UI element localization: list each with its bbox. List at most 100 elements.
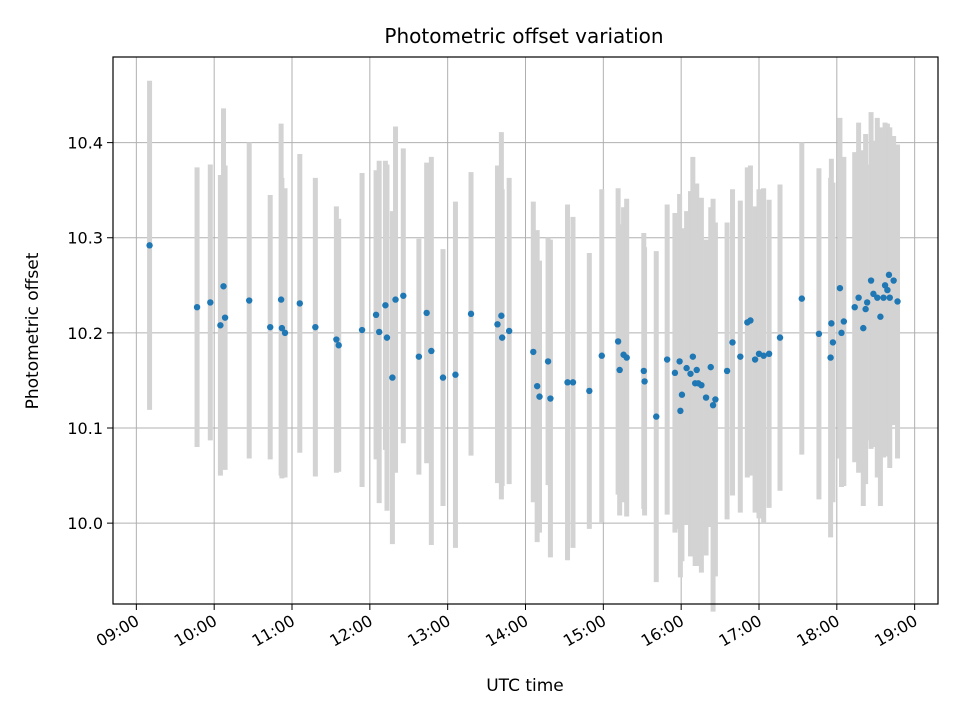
data-point (389, 374, 396, 381)
data-point (712, 396, 719, 403)
data-point (278, 324, 286, 332)
data-point (729, 339, 736, 346)
data-point (867, 277, 875, 284)
data-point (439, 374, 447, 381)
data-points (146, 242, 901, 420)
data-point (383, 334, 391, 341)
data-point (530, 348, 537, 356)
data-point (428, 347, 435, 355)
data-point (193, 303, 201, 311)
data-point (747, 317, 754, 324)
data-point (547, 395, 554, 402)
data-point (863, 299, 871, 306)
data-point (220, 283, 227, 290)
x-tick-label: 10:00 (171, 611, 220, 651)
error-bars (147, 80, 901, 612)
data-point (890, 277, 897, 284)
data-point (281, 329, 289, 337)
data-point (498, 312, 505, 319)
data-point (765, 350, 773, 358)
data-point (146, 242, 153, 249)
data-point (829, 339, 837, 346)
data-point (536, 393, 543, 400)
y-tick-label: 10.3 (67, 229, 103, 248)
y-tick-label: 10.2 (67, 324, 103, 343)
data-point (207, 299, 214, 306)
y-axis-label: Photometric offset (23, 252, 43, 409)
x-axis-label: UTC time (486, 676, 564, 696)
y-tick-label: 10.1 (67, 419, 103, 438)
data-point (677, 407, 684, 415)
data-point (840, 318, 848, 325)
y-tick-label: 10.4 (67, 134, 103, 153)
x-tick-label: 19:00 (871, 611, 920, 651)
data-point (693, 366, 700, 374)
data-point (838, 329, 845, 337)
data-point (623, 354, 630, 361)
data-point (676, 358, 683, 365)
data-point (267, 323, 274, 331)
data-point (358, 326, 366, 334)
data-point (881, 282, 889, 289)
data-point (884, 286, 891, 294)
x-axis-ticks: 09:00 10:00 11:00 12:00 13:00 14:00 15:00 16:00… (93, 604, 921, 651)
x-tick-label: 15:00 (560, 611, 609, 651)
data-point (375, 328, 383, 336)
y-tick-label: 10.0 (67, 514, 103, 533)
data-point (653, 413, 660, 420)
data-point (663, 356, 671, 363)
data-point (683, 364, 690, 372)
data-point (372, 311, 380, 319)
data-point (505, 327, 513, 335)
data-point (707, 363, 714, 371)
data-point (586, 387, 593, 395)
data-point (246, 297, 253, 304)
data-point (640, 367, 648, 375)
data-point (828, 320, 835, 327)
data-point (798, 295, 805, 302)
data-point (312, 323, 319, 331)
data-point (776, 334, 784, 341)
data-point (494, 321, 501, 328)
data-point (687, 370, 694, 377)
data-point (689, 353, 697, 360)
y-axis-ticks: 10.0 10.1 10.2 10.3 10.4 (67, 134, 113, 533)
data-point (886, 294, 893, 301)
data-point (855, 294, 862, 301)
x-tick-label: 18:00 (793, 611, 842, 651)
data-point (217, 322, 224, 329)
data-point (533, 382, 541, 390)
data-point (400, 292, 407, 299)
data-point (614, 338, 622, 345)
data-point (641, 378, 648, 385)
data-point (836, 284, 844, 292)
data-point (277, 296, 285, 303)
data-point (423, 309, 430, 317)
x-tick-label: 14:00 (482, 611, 531, 651)
data-point (760, 352, 767, 359)
data-point (698, 382, 705, 389)
data-point (851, 303, 858, 311)
data-point (569, 379, 577, 386)
data-point (498, 334, 506, 341)
chart-title: Photometric offset variation (384, 24, 663, 48)
data-point (382, 302, 389, 309)
data-point (452, 371, 459, 378)
data-point (709, 401, 717, 409)
data-point (671, 369, 679, 377)
data-point (598, 352, 605, 359)
data-point (296, 300, 303, 307)
data-point (737, 353, 744, 360)
data-point (678, 391, 686, 398)
x-tick-label: 09:00 (93, 611, 142, 651)
data-point (894, 298, 901, 305)
data-point (827, 354, 834, 361)
data-point (815, 330, 823, 338)
x-tick-label: 12:00 (326, 611, 375, 651)
data-point (723, 367, 731, 375)
data-point (862, 305, 869, 313)
data-point (860, 324, 867, 332)
data-point (877, 313, 884, 320)
data-point (702, 394, 710, 401)
